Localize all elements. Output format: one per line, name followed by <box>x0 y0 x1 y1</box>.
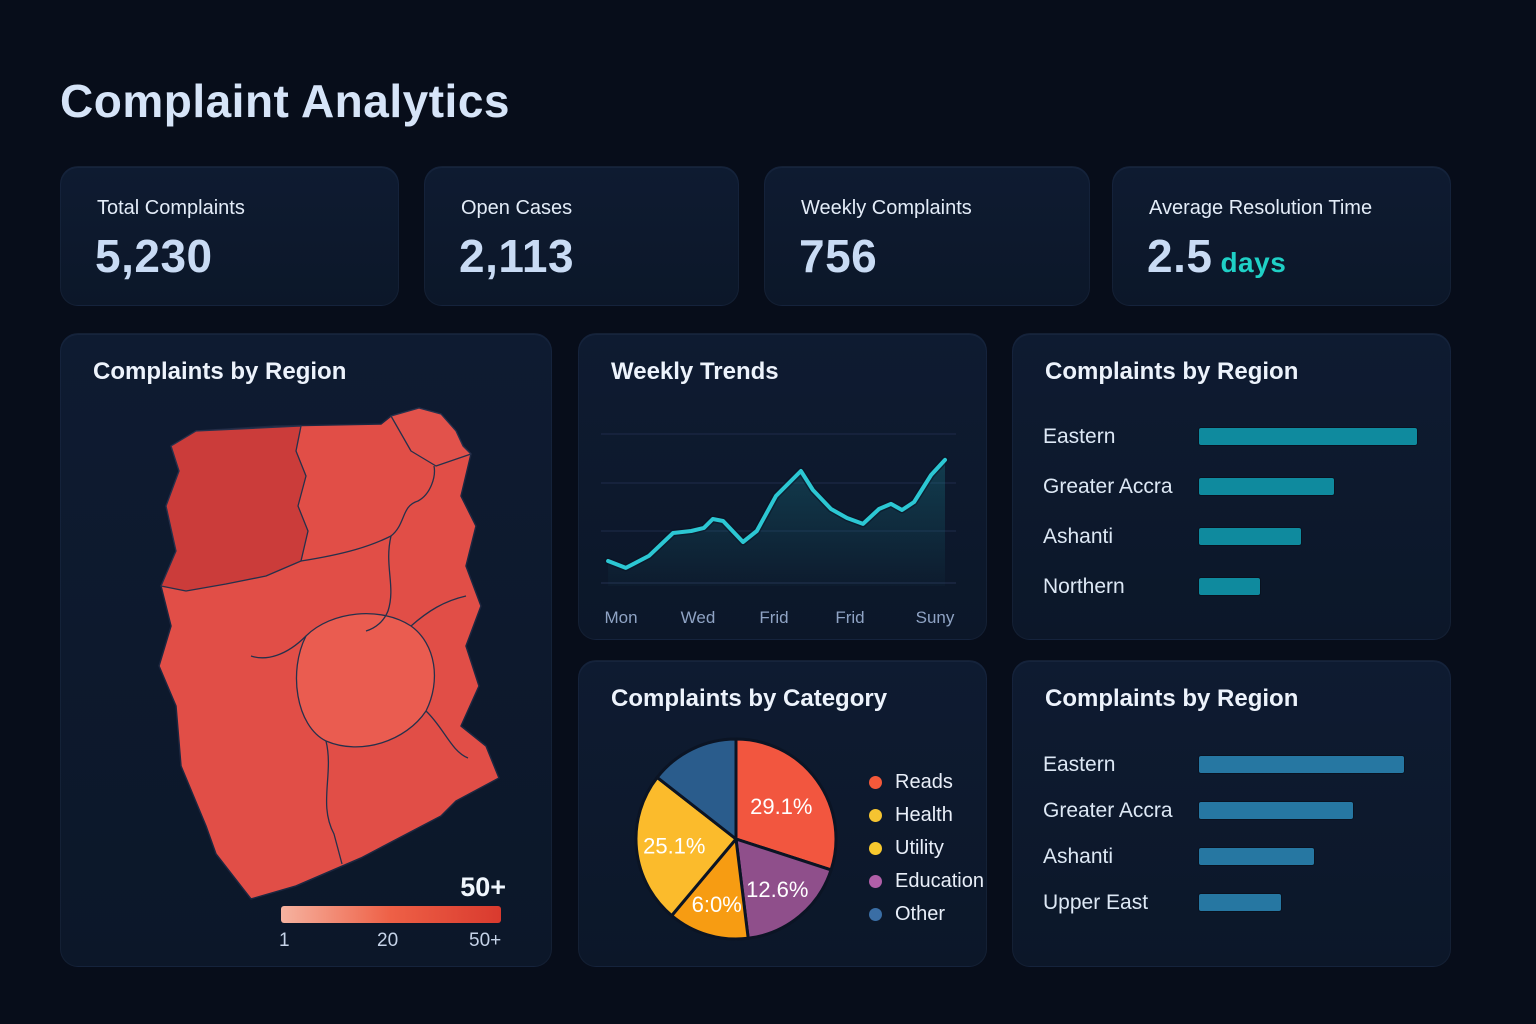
map-region-northwest <box>160 425 309 592</box>
legend-dot-icon <box>869 908 882 921</box>
bar-rect <box>1198 801 1354 820</box>
kpi-card-weekly-complaints: Weekly Complaints 756 <box>764 166 1090 306</box>
legend-label: Utility <box>895 837 944 859</box>
pie-slice-label: 25.1% <box>643 834 705 859</box>
pie-legend: Reads Health Utility Education Other <box>579 661 986 966</box>
region-bar-chart: Eastern Greater Accra Ashanti Upper East <box>1013 661 1450 966</box>
card-title: Complaints by Region <box>1045 685 1299 712</box>
pie-slice-reads <box>734 737 838 872</box>
bar-row: Ashanti <box>1013 845 1450 868</box>
legend-dot-icon <box>869 842 882 855</box>
x-axis-tick: Frid <box>835 608 864 627</box>
pie-slice-label: 6:0% <box>692 892 742 917</box>
map-region-northeast-notch <box>390 407 472 467</box>
legend-dot-icon <box>869 809 882 822</box>
pie-slice-label: 12.6% <box>746 877 808 902</box>
map-card-complaints-by-region: Complaints by Region 50+ 1 20 50+ <box>60 333 552 967</box>
pie-slice-label: 29.1% <box>750 794 812 819</box>
legend-item: Reads <box>869 771 953 794</box>
x-axis-tick: Suny <box>916 608 955 627</box>
kpi-label: Average Resolution Time <box>1149 197 1373 219</box>
weekly-trends-card: Weekly Trends Mon Wed Frid Frid Suny <box>578 333 987 640</box>
legend-item: Education <box>869 870 984 893</box>
ghana-choropleth-map <box>158 407 501 923</box>
pie-slice-utility <box>634 775 738 918</box>
kpi-label: Total Complaints <box>97 197 245 219</box>
bar-row: Upper East <box>1013 891 1450 914</box>
map-legend-gradient-bar <box>281 906 501 923</box>
bar-rect <box>1197 527 1303 546</box>
card-title: Complaints by Region <box>1045 358 1299 385</box>
legend-dot-icon <box>869 776 882 789</box>
kpi-card-open-cases: Open Cases 2,113 <box>424 166 739 306</box>
map-legend-max-label: 50+ <box>460 872 506 902</box>
region-bars-bottom-card: Complaints by Region Eastern Greater Accr… <box>1012 660 1451 967</box>
bar-row-label: Ashanti <box>1043 525 1114 548</box>
kpi-value: 5,230 <box>95 230 213 282</box>
x-axis-tick: Wed <box>681 608 716 627</box>
legend-dot-icon <box>869 875 882 888</box>
bar-rect <box>1197 577 1262 596</box>
legend-item: Utility <box>869 837 944 860</box>
bar-rect <box>1198 847 1315 866</box>
bar-row: Northern <box>1013 575 1450 598</box>
legend-item: Health <box>869 804 953 827</box>
legend-label: Other <box>895 903 946 925</box>
legend-item: Other <box>869 903 945 926</box>
bar-row: Eastern <box>1013 425 1450 448</box>
kpi-card-avg-resolution: Average Resolution Time 2.5 days <box>1112 166 1451 306</box>
region-bars-top-card: Complaints by Region Eastern Greater Accr… <box>1012 333 1451 640</box>
bar-row: Greater Accra <box>1013 475 1450 498</box>
legend-label: Reads <box>895 771 953 793</box>
bar-rect <box>1197 477 1336 496</box>
bar-row-label: Ashanti <box>1043 845 1114 868</box>
map-internal-borders <box>250 465 469 865</box>
kpi-label: Open Cases <box>461 197 573 219</box>
weekly-trends-line-chart: Mon Wed Frid Frid Suny <box>601 433 956 627</box>
region-bar-chart: Eastern Greater Accra Ashanti Northern <box>1013 334 1450 639</box>
legend-label: Health <box>895 804 953 826</box>
bar-row-label: Upper East <box>1043 891 1149 914</box>
bar-rect <box>1198 427 1418 446</box>
kpi-unit: days <box>1220 247 1287 278</box>
kpi-value: 756 <box>799 230 878 282</box>
bar-row: Greater Accra <box>1013 799 1450 822</box>
kpi-label: Weekly Complaints <box>801 197 972 219</box>
page-title: Complaint Analytics <box>60 75 510 127</box>
bar-row: Eastern <box>1013 753 1450 776</box>
pie-slice-health <box>670 837 750 941</box>
card-title: Weekly Trends <box>611 358 779 385</box>
map-legend-tick: 20 <box>377 930 399 951</box>
x-axis-tick: Mon <box>604 608 637 627</box>
card-title: Complaints by Category <box>611 685 888 712</box>
pie-slice-education <box>734 837 833 940</box>
kpi-value: 2.5 days <box>1147 230 1287 282</box>
bar-row-label: Eastern <box>1043 425 1116 448</box>
x-axis-tick: Frid <box>759 608 788 627</box>
bar-row-label: Greater Accra <box>1043 475 1173 498</box>
category-pie-card: Complaints by Category 29.1% 12.6% 6:0% 25.… <box>578 660 987 967</box>
bar-row-label: Eastern <box>1043 753 1116 776</box>
bar-rect <box>1198 893 1282 912</box>
legend-label: Education <box>895 870 984 892</box>
bar-rect <box>1198 755 1405 774</box>
card-title: Complaints by Region <box>93 358 347 385</box>
category-pie-chart: 29.1% 12.6%6:0% 25.1% <box>634 737 838 941</box>
bar-row-label: Northern <box>1043 575 1125 598</box>
map-legend-tick: 1 <box>279 930 290 951</box>
pie-slice-other <box>655 737 738 841</box>
bar-row: Ashanti <box>1013 525 1450 548</box>
kpi-card-total-complaints: Total Complaints 5,230 <box>60 166 399 306</box>
map-legend-tick: 50+ <box>469 930 502 951</box>
bar-row-label: Greater Accra <box>1043 799 1173 822</box>
kpi-value: 2,113 <box>459 230 575 282</box>
